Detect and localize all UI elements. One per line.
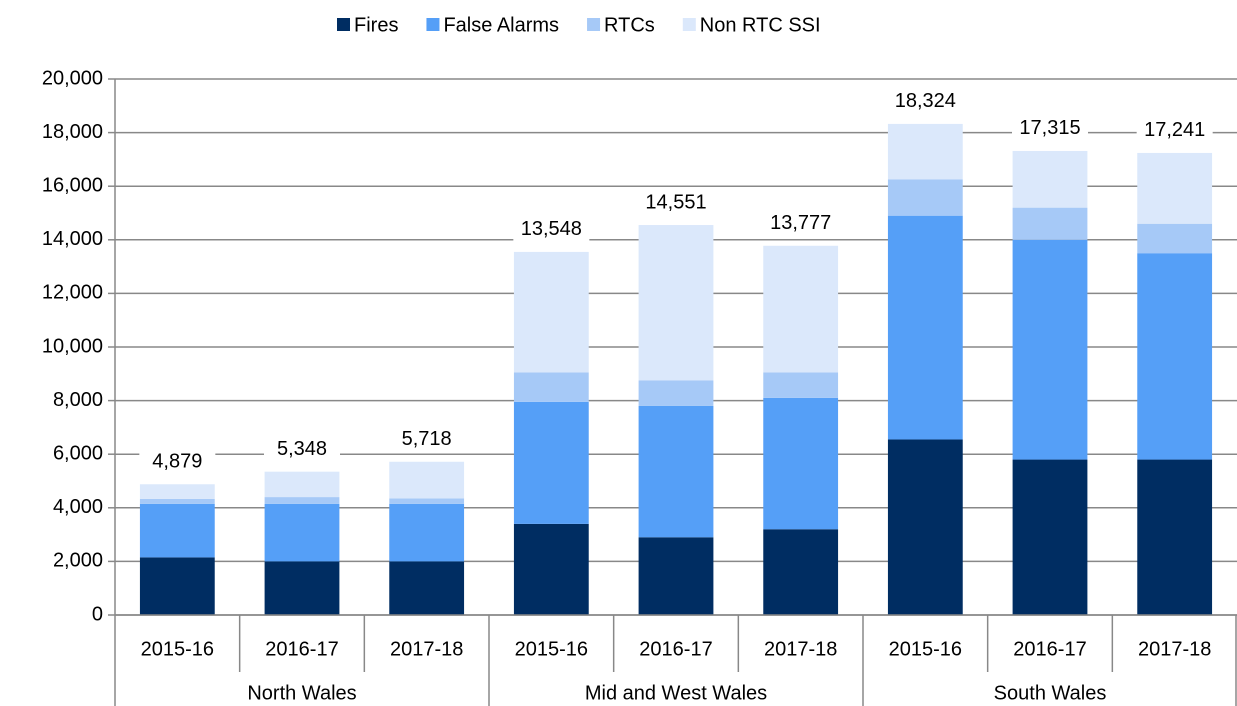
- bar-segment: [1012, 150, 1088, 208]
- legend-swatch: [587, 18, 601, 31]
- bar-segment: [1137, 459, 1213, 615]
- y-tick-label: 4,000: [53, 496, 103, 518]
- y-tick-label: 8,000: [53, 389, 103, 411]
- bar-segment: [264, 503, 340, 562]
- x-tick-label: 2017-18: [764, 638, 837, 660]
- total-label: 13,777: [770, 212, 831, 234]
- y-tick-label: 14,000: [42, 228, 103, 250]
- bar-segment: [887, 123, 963, 180]
- legend-label: Non RTC SSI: [700, 14, 821, 36]
- bar-segment: [389, 461, 465, 499]
- group-label: South Wales: [994, 682, 1107, 704]
- bar-segment: [1137, 152, 1213, 224]
- bar-segment: [763, 245, 839, 373]
- total-label: 18,324: [895, 90, 956, 112]
- x-tick-label: 2015-16: [141, 638, 214, 660]
- bar-segment: [513, 401, 589, 524]
- bar-segment: [264, 561, 340, 615]
- x-tick-label: 2016-17: [265, 638, 338, 660]
- x-tick-label: 2017-18: [1138, 638, 1211, 660]
- y-tick-label: 12,000: [42, 282, 103, 304]
- legend-label: False Alarms: [443, 14, 559, 36]
- bar-segment: [1012, 459, 1088, 615]
- total-label: 5,348: [277, 438, 327, 460]
- x-tick-label: 2016-17: [639, 638, 712, 660]
- total-label-bg: [1136, 117, 1213, 144]
- total-label-bg: [1012, 115, 1088, 142]
- x-tick-label: 2016-17: [1013, 638, 1086, 660]
- bar-segment: [1012, 207, 1088, 240]
- bar-segment: [638, 537, 714, 615]
- legend-swatch: [337, 18, 350, 31]
- x-tick-label: 2017-18: [390, 638, 463, 660]
- bar-segment: [638, 405, 714, 538]
- legend-swatch: [682, 18, 696, 31]
- bar-segment: [638, 225, 714, 381]
- total-label-bg: [264, 436, 340, 463]
- bar-segment: [264, 471, 340, 498]
- bar-segment: [389, 503, 465, 562]
- bar-segment: [763, 529, 839, 615]
- group-label: Mid and West Wales: [585, 682, 767, 704]
- bar-segment: [887, 215, 963, 440]
- total-label: 4,879: [152, 451, 202, 473]
- bar-segment: [264, 497, 340, 504]
- x-tick-label: 2015-16: [889, 638, 962, 660]
- bar-segment: [1137, 223, 1213, 254]
- bar-segment: [139, 484, 215, 499]
- bar-segment: [139, 557, 215, 615]
- y-tick-label: 0: [92, 603, 103, 625]
- legend-label: Fires: [354, 14, 398, 36]
- bar-segment: [638, 380, 714, 406]
- bar-segment: [763, 397, 839, 530]
- bar-segment: [887, 439, 963, 615]
- legend-swatch: [426, 18, 440, 31]
- bar-segment: [1137, 253, 1213, 460]
- total-label: 5,718: [402, 428, 452, 450]
- bar-segment: [139, 498, 215, 504]
- bar-segment: [389, 561, 465, 615]
- total-label: 17,241: [1144, 119, 1205, 141]
- bar-segment: [887, 179, 963, 216]
- legend-label: RTCs: [604, 14, 655, 36]
- total-label-bg: [139, 449, 216, 476]
- total-label: 13,548: [521, 218, 582, 240]
- total-label-bg: [388, 426, 465, 453]
- bar-segment: [513, 251, 589, 373]
- total-label: 14,551: [645, 191, 706, 213]
- y-tick-label: 16,000: [42, 174, 103, 196]
- y-tick-label: 10,000: [42, 335, 103, 357]
- group-label: North Wales: [247, 682, 356, 704]
- y-tick-label: 18,000: [42, 121, 103, 143]
- total-label-bg: [762, 210, 839, 237]
- total-label-bg: [513, 216, 590, 243]
- bar-segment: [139, 503, 215, 558]
- x-tick-label: 2015-16: [515, 638, 588, 660]
- y-tick-label: 20,000: [42, 67, 103, 89]
- total-label-bg: [887, 88, 964, 115]
- bar-segment: [389, 498, 465, 504]
- bar-segment: [513, 523, 589, 615]
- bar-segment: [763, 372, 839, 398]
- total-label-bg: [638, 190, 714, 217]
- y-tick-label: 2,000: [53, 550, 103, 572]
- bar-segment: [513, 372, 589, 402]
- total-label: 17,315: [1019, 117, 1080, 139]
- y-tick-label: 6,000: [53, 442, 103, 464]
- bar-segment: [1012, 239, 1088, 460]
